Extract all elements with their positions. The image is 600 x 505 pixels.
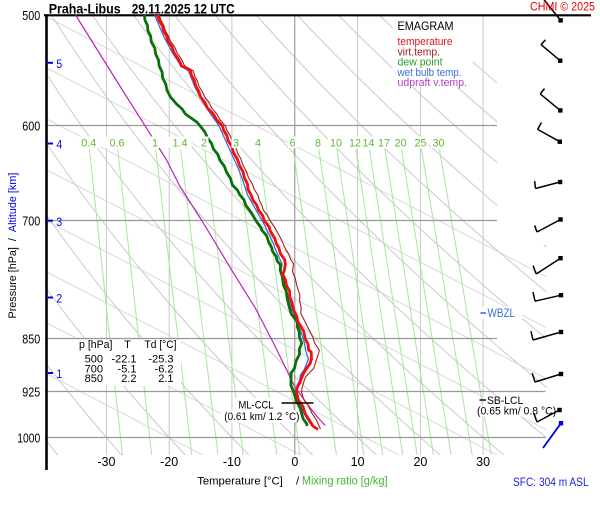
- svg-text:virt.temp.: virt.temp.: [398, 46, 441, 58]
- svg-text:CHMI © 2025: CHMI © 2025: [530, 2, 595, 14]
- svg-text:2.2: 2.2: [121, 373, 136, 385]
- svg-text:-22.1: -22.1: [111, 354, 136, 366]
- svg-text:500: 500: [22, 9, 40, 23]
- svg-text:14: 14: [362, 138, 374, 150]
- svg-text:700: 700: [85, 363, 103, 375]
- svg-text:4: 4: [56, 138, 62, 152]
- svg-text:Praha-Libus: Praha-Libus: [49, 2, 121, 17]
- svg-text:4: 4: [255, 138, 261, 150]
- svg-text:SB-LCL: SB-LCL: [487, 395, 523, 407]
- svg-text:-20: -20: [160, 455, 178, 469]
- svg-text:700: 700: [22, 214, 40, 228]
- svg-text:925: 925: [22, 385, 40, 399]
- svg-text:2: 2: [201, 138, 207, 150]
- svg-text:temperature: temperature: [398, 36, 453, 48]
- svg-text:6: 6: [289, 138, 295, 150]
- svg-text:20: 20: [394, 138, 406, 150]
- svg-text:WBZL: WBZL: [488, 308, 516, 320]
- svg-text:-5.1: -5.1: [118, 363, 137, 375]
- svg-text:1: 1: [56, 367, 62, 381]
- svg-text:1.4: 1.4: [172, 138, 187, 150]
- svg-text:29.11.2025 12 UTC: 29.11.2025 12 UTC: [132, 2, 235, 17]
- svg-text:3: 3: [56, 215, 62, 229]
- svg-text:wet bulb temp.: wet bulb temp.: [397, 67, 462, 79]
- svg-text:10: 10: [351, 455, 365, 469]
- svg-text:17: 17: [378, 138, 390, 150]
- svg-text:10: 10: [330, 138, 342, 150]
- svg-text:-10: -10: [223, 455, 241, 469]
- svg-text:dew point: dew point: [398, 57, 443, 69]
- svg-text:0: 0: [291, 455, 298, 469]
- svg-text:/: /: [296, 475, 300, 487]
- svg-text:500: 500: [85, 354, 103, 366]
- svg-text:p [hPa]: p [hPa]: [79, 339, 113, 351]
- svg-text:EMAGRAM: EMAGRAM: [398, 19, 454, 33]
- svg-text:T: T: [124, 339, 131, 351]
- svg-text:850: 850: [85, 373, 103, 385]
- svg-text:-30: -30: [97, 455, 115, 469]
- svg-text:Temperature [°C]: Temperature [°C]: [197, 475, 283, 487]
- svg-text:ML-CCL: ML-CCL: [239, 400, 274, 412]
- svg-text:0.6: 0.6: [109, 138, 124, 150]
- svg-text:SFC: 304 m ASL: SFC: 304 m ASL: [513, 477, 589, 489]
- svg-text:1000: 1000: [17, 431, 40, 445]
- svg-text:(0.61 km/ 1.2 °C): (0.61 km/ 1.2 °C): [224, 411, 299, 423]
- svg-text:30: 30: [432, 138, 444, 150]
- svg-text:-25.3: -25.3: [148, 354, 173, 366]
- svg-text:12: 12: [349, 138, 361, 150]
- svg-text:2.1: 2.1: [158, 373, 173, 385]
- svg-text:850: 850: [22, 332, 40, 346]
- svg-text:600: 600: [22, 119, 40, 133]
- svg-text:Mixing ratio [g/kg]: Mixing ratio [g/kg]: [302, 474, 388, 487]
- svg-text:30: 30: [476, 455, 490, 469]
- svg-text:5: 5: [56, 57, 62, 71]
- svg-text:-6.2: -6.2: [155, 363, 174, 375]
- svg-text:(0.65 km/ 0.8 °C): (0.65 km/ 0.8 °C): [477, 406, 556, 418]
- svg-text:1: 1: [152, 138, 158, 150]
- svg-text:0.4: 0.4: [81, 138, 96, 150]
- svg-text:2: 2: [56, 292, 62, 306]
- svg-text:20: 20: [413, 455, 427, 469]
- svg-text:8: 8: [315, 138, 321, 150]
- svg-text:Pressure [hPa] / Altitude [k: Pressure [hPa] / Altitude [km]: [7, 173, 19, 319]
- svg-text:3: 3: [233, 138, 239, 150]
- svg-text:25: 25: [414, 138, 426, 150]
- svg-text:Td [°C]: Td [°C]: [145, 339, 177, 351]
- svg-text:udpraft v.temp.: udpraft v.temp.: [398, 77, 468, 89]
